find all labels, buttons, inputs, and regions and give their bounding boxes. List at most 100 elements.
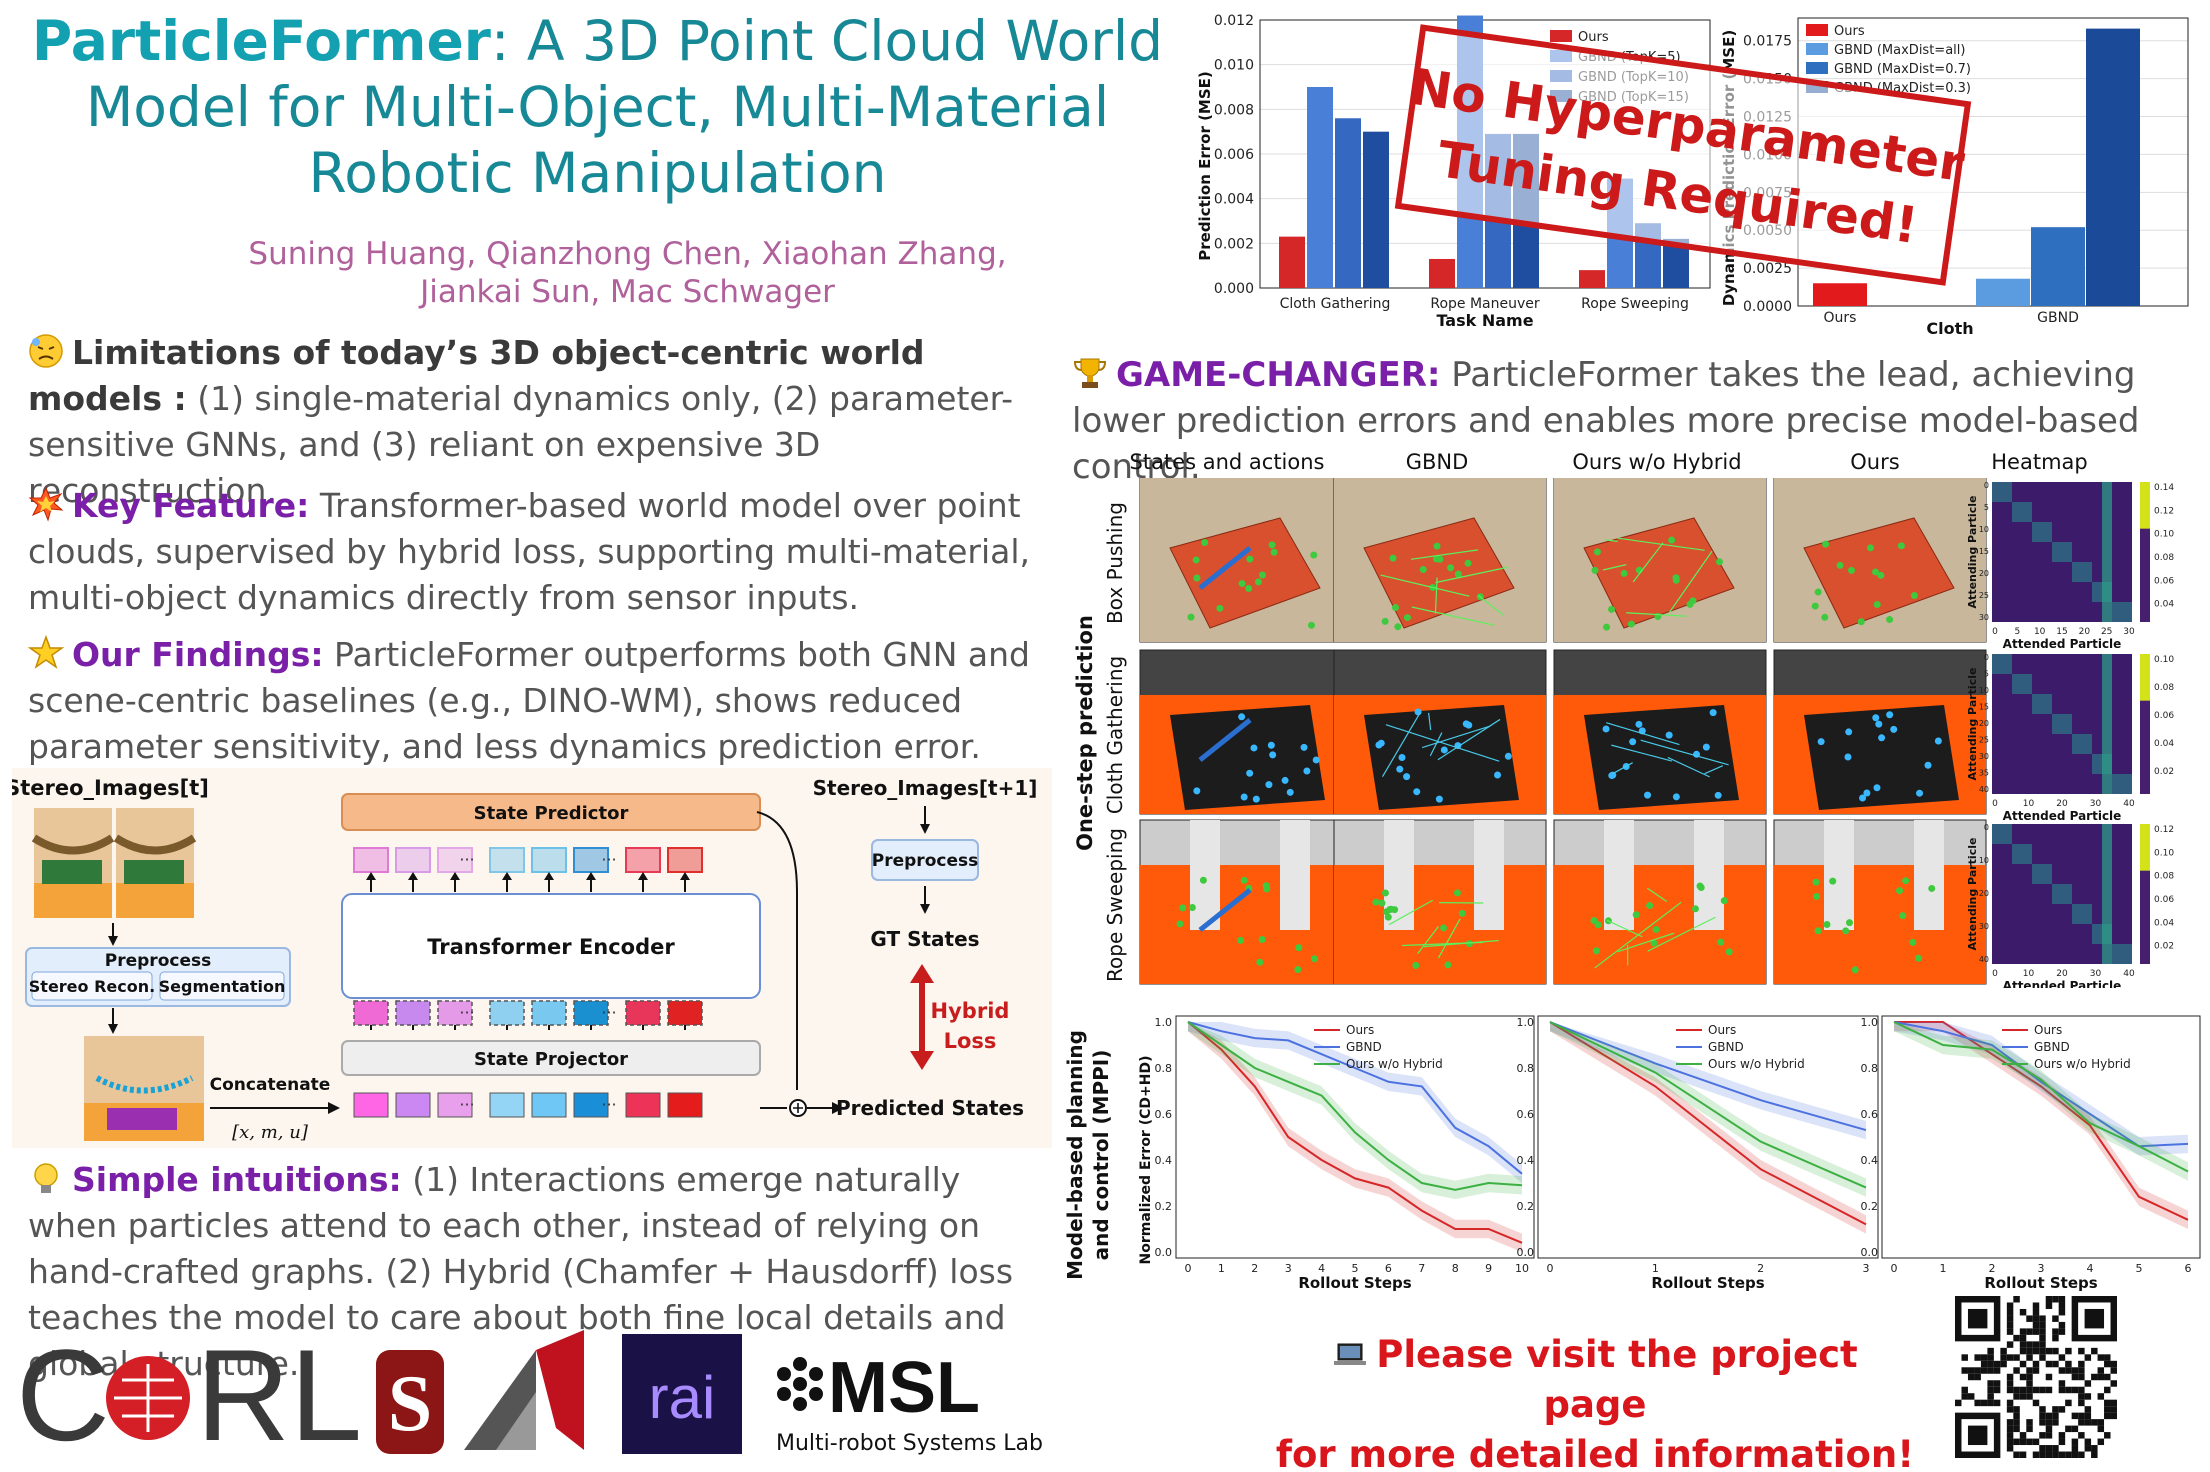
series-line xyxy=(1893,1021,2189,1173)
particle-point xyxy=(1851,966,1859,974)
graph-edge xyxy=(1429,732,1443,757)
particle-point xyxy=(1237,936,1245,944)
qr-module xyxy=(1993,1380,2001,1387)
qr-module xyxy=(2045,1432,2053,1439)
legend-swatch xyxy=(1806,43,1828,55)
legend-label: Ours xyxy=(1578,30,1609,45)
row-label-cloth: Cloth Gathering xyxy=(1103,656,1127,814)
qr-module xyxy=(1987,1380,1994,1387)
particle-point xyxy=(1866,544,1874,552)
qr-module xyxy=(2078,1386,2085,1394)
qr-module xyxy=(2084,1406,2092,1413)
heatmap-xtick: 0 xyxy=(1992,799,1998,809)
particle-point xyxy=(1720,897,1728,905)
qr-module xyxy=(1974,1399,1981,1407)
particle-point xyxy=(1668,536,1676,544)
qr-module xyxy=(2052,1406,2059,1413)
row-label-rope: Rope Sweeping xyxy=(1103,828,1127,982)
token-arrowhead xyxy=(680,872,690,880)
output-token xyxy=(437,847,473,873)
qr-module xyxy=(2006,1315,2014,1322)
heatmap-ytick: 20 xyxy=(1979,719,1989,728)
concatenate-label: Concatenate xyxy=(210,1075,331,1095)
authors: Suning Huang, Qianzhong Chen, Xiaohan Zh… xyxy=(0,235,1195,311)
qr-module xyxy=(2019,1373,2027,1381)
qr-module xyxy=(2019,1308,2027,1316)
heatmap-ylabel: Attending Particle xyxy=(1966,668,1979,781)
mppi-label-line2: and control (MPPI) xyxy=(1089,1050,1113,1261)
graph-edge xyxy=(1410,549,1479,560)
cloth-object xyxy=(1584,705,1739,810)
stereo-images-t xyxy=(31,808,197,918)
qr-module xyxy=(2026,1373,2033,1381)
qr-module xyxy=(2013,1386,2020,1394)
colorbar-tick: 0.06 xyxy=(2154,711,2174,721)
particle-point xyxy=(1873,600,1881,608)
qr-module xyxy=(2045,1425,2053,1433)
qr-module xyxy=(2052,1445,2059,1452)
heatmap-ytick: 0 xyxy=(1984,653,1989,662)
particle-point xyxy=(1812,878,1820,886)
qr-module xyxy=(2052,1296,2059,1303)
particle-point xyxy=(1281,776,1289,784)
heatmap-ylabel: Attending Particle xyxy=(1966,496,1979,609)
graph-edge xyxy=(1612,762,1633,775)
title-line3: Robotic Manipulation xyxy=(308,141,887,205)
bar1-ylabel: Prediction Error (MSE) xyxy=(1196,71,1214,261)
output-token xyxy=(353,847,389,873)
qr-module xyxy=(2026,1367,2033,1374)
title-bold: ParticleFormer xyxy=(31,9,491,73)
line-chart-xlabel: Rollout Steps xyxy=(1984,1274,2097,1292)
msl-logo-text: MSL xyxy=(828,1348,980,1428)
qr-module xyxy=(2078,1360,2085,1368)
qr-module xyxy=(1993,1399,2001,1407)
qr-module xyxy=(1967,1373,1975,1381)
particle-point xyxy=(1859,794,1867,802)
qr-module xyxy=(2006,1386,2014,1394)
qr-module xyxy=(2110,1406,2117,1413)
particle-point xyxy=(1845,728,1853,736)
predicted-states-label: Predicted States xyxy=(836,1096,1024,1120)
confidence-band xyxy=(1894,1022,2188,1181)
particle-point xyxy=(1890,725,1898,733)
qr-module xyxy=(2013,1393,2020,1400)
bar xyxy=(1976,278,2030,306)
particle-point xyxy=(1381,617,1389,625)
graph-edge xyxy=(1428,712,1432,731)
qr-module xyxy=(2071,1445,2079,1452)
qr-module xyxy=(2078,1373,2085,1381)
series-line xyxy=(1187,1021,1523,1175)
legend-swatch xyxy=(1806,24,1828,36)
particle-point xyxy=(1836,561,1844,569)
particle-point xyxy=(1872,568,1880,576)
qr-module xyxy=(2006,1406,2014,1413)
qr-module xyxy=(2032,1315,2040,1322)
stereo-recon-box xyxy=(31,971,153,1001)
particle-point xyxy=(1873,784,1881,792)
qr-module xyxy=(1987,1354,1994,1361)
robot-arm xyxy=(1474,820,1504,930)
qr-module xyxy=(2013,1412,2020,1420)
qr-module xyxy=(1980,1367,1988,1374)
heatmap-cell xyxy=(2012,844,2032,864)
qr-code[interactable] xyxy=(1955,1296,2117,1458)
ytick-label: 0.2 xyxy=(1155,1200,1173,1213)
robot-arm xyxy=(1914,820,1944,930)
qr-module xyxy=(2091,1347,2098,1355)
qr-module xyxy=(2071,1425,2079,1433)
qr-module xyxy=(2039,1347,2046,1355)
bar-chart-topk: Prediction Error (MSE) 0.000 0.002 0.004 0.… xyxy=(1196,13,1711,330)
mppi-label-line1: Model-based planning xyxy=(1063,1030,1087,1280)
line-chart: 0.0 0.2 0.4 0.6 0.8 1.0 0 1 2 3 Rollout Steps Ours G… xyxy=(1517,1015,1879,1292)
qr-module xyxy=(2006,1399,2014,1407)
series-line xyxy=(1549,1021,1867,1226)
col-header-3: Ours xyxy=(1850,450,1900,474)
xmu-label: [x, m, u] xyxy=(232,1122,309,1143)
qr-module xyxy=(2065,1451,2072,1458)
heatmap-ytick: 0 xyxy=(1984,481,1989,490)
key-feature-body: Transformer-based world model over point… xyxy=(28,486,1031,617)
qr-module xyxy=(2045,1386,2053,1394)
ytick-label: 0.0 xyxy=(1861,1246,1879,1259)
particle-point xyxy=(1875,720,1883,728)
xtick-label: Cloth Gathering xyxy=(1280,296,1391,312)
